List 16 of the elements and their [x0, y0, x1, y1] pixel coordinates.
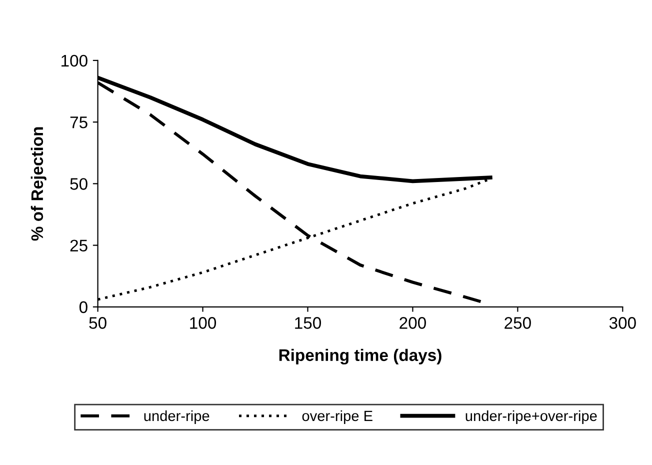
x-tick-label: 150 [295, 317, 321, 329]
y-tick-label: 25 [70, 240, 88, 252]
legend-label: over-ripe E [302, 410, 372, 424]
legend-label: under-ripe [144, 410, 210, 424]
x-axis-title: Ripening time (days) [279, 348, 442, 364]
x-tick-label: 50 [89, 317, 106, 329]
y-tick-label: 0 [79, 301, 88, 314]
legend-label: under-ripe+over-ripe [466, 410, 597, 424]
x-tick-label: 100 [190, 317, 216, 329]
y-tick-label: 50 [70, 178, 88, 190]
x-tick-label: 200 [400, 317, 426, 329]
x-tick-label: 300 [609, 317, 636, 329]
y-tick-label: 75 [70, 116, 88, 128]
y-tick-label: 100 [62, 54, 88, 67]
y-axis-title: % of Rejection [30, 127, 46, 241]
x-tick-label: 250 [504, 317, 531, 329]
